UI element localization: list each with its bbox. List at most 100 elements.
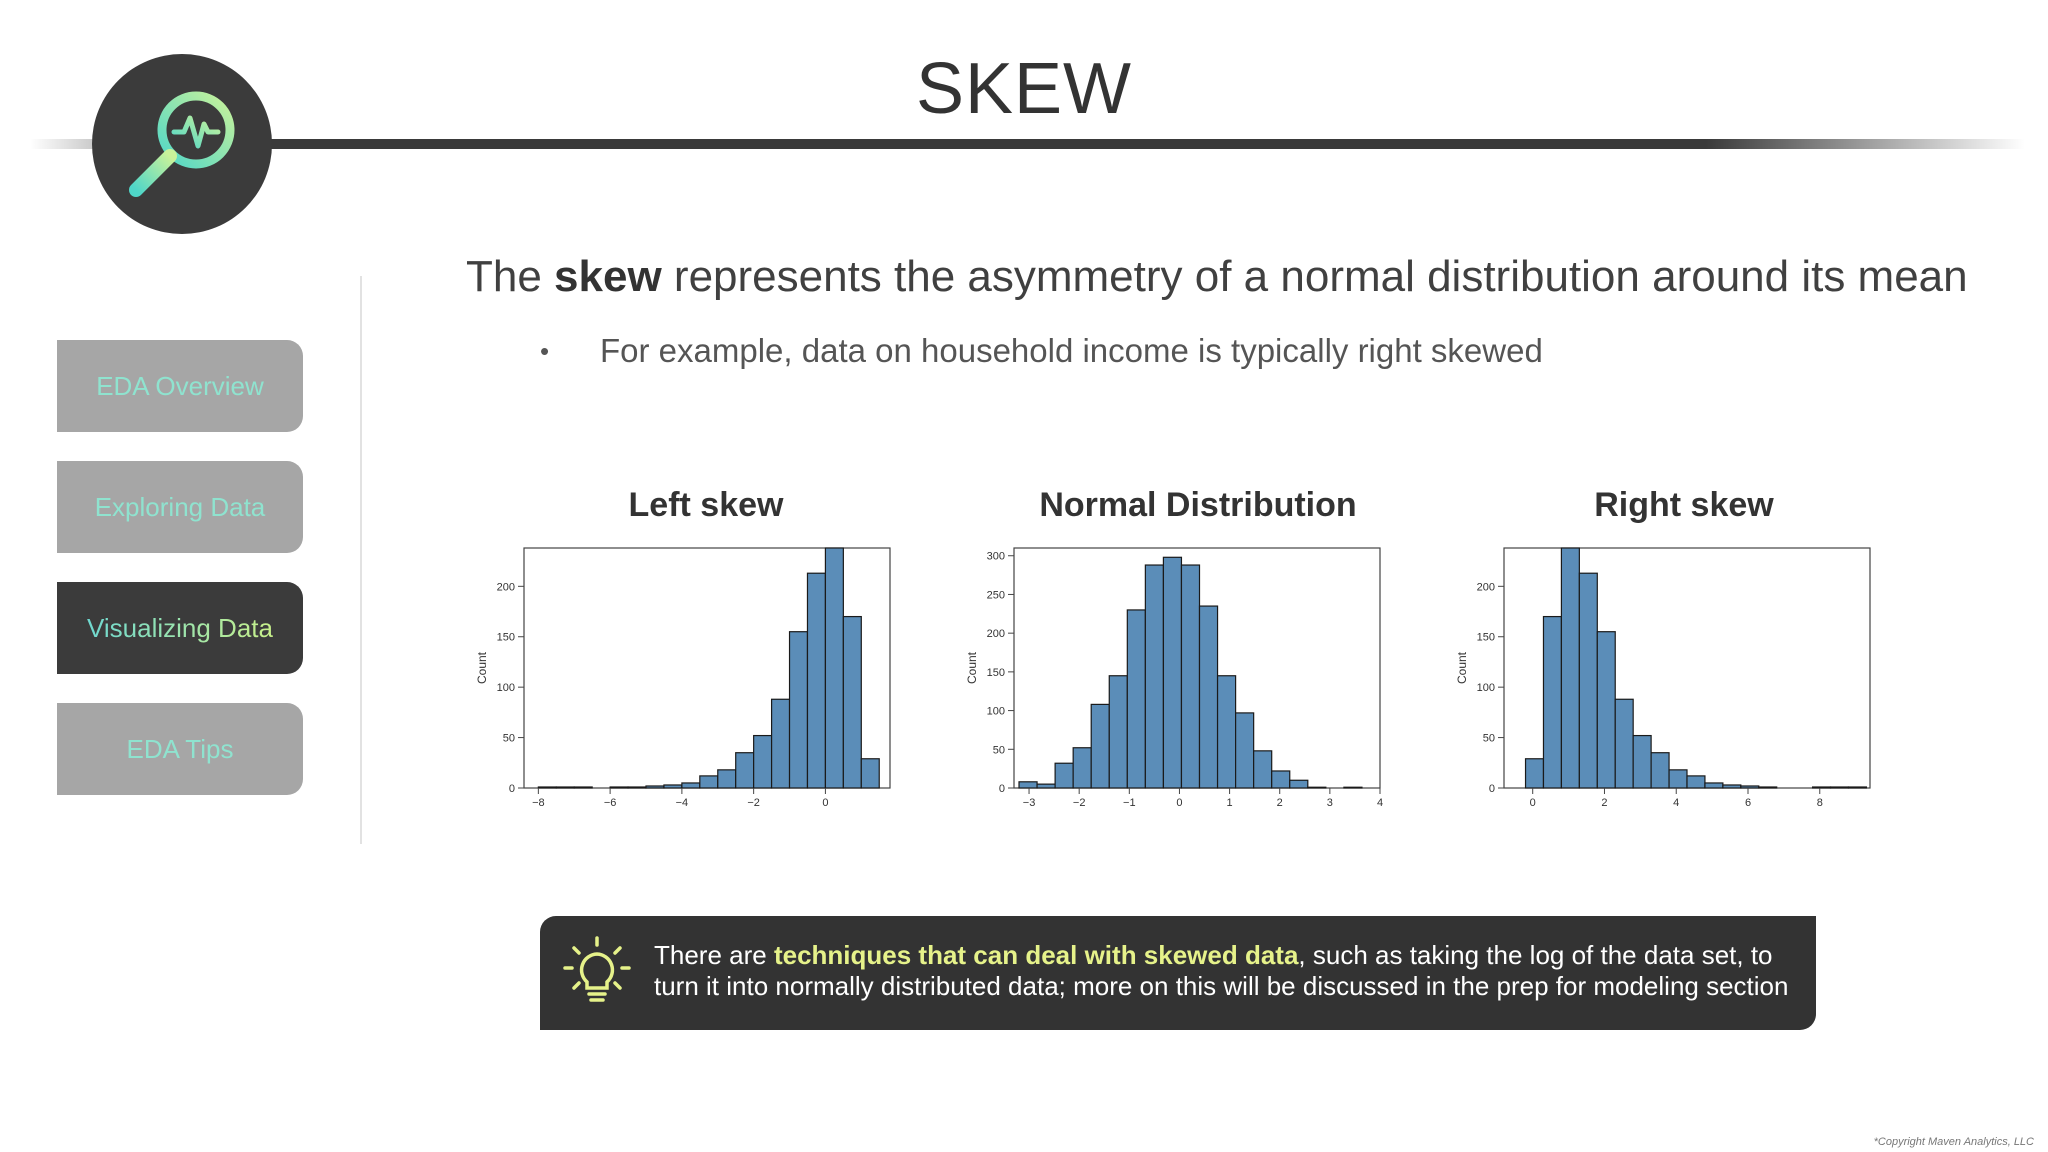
histogram-bar xyxy=(1542,615,1563,789)
histogram-bar xyxy=(1253,750,1273,789)
histogram-bar xyxy=(1614,698,1634,789)
histogram-bar xyxy=(1686,775,1706,789)
histogram-bar xyxy=(1829,786,1850,789)
y-tick-label: 100 xyxy=(1477,682,1495,694)
y-tick-label: 250 xyxy=(987,589,1005,601)
sidebar-item-label: EDA Overview xyxy=(96,370,264,401)
histogram-bar xyxy=(753,734,773,789)
headline-bold: skew xyxy=(554,252,662,301)
histogram-bar xyxy=(842,615,862,789)
histogram-bar xyxy=(824,547,844,789)
histogram-bar xyxy=(1578,572,1598,789)
y-tick-label: 300 xyxy=(987,551,1005,563)
x-tick-label: 4 xyxy=(1377,797,1383,809)
x-tick-label: −6 xyxy=(604,797,617,809)
x-tick-label: 0 xyxy=(1530,797,1536,809)
y-tick-label: 200 xyxy=(1477,581,1495,593)
histogram-bar xyxy=(1307,786,1327,789)
copyright: *Copyright Maven Analytics, LLC xyxy=(1873,1136,2034,1148)
chart-title-normal: Normal Distribution xyxy=(1039,486,1357,524)
y-tick-label: 150 xyxy=(987,667,1005,679)
headline-pre: The xyxy=(466,252,555,301)
histogram-bar xyxy=(1668,769,1688,789)
histogram-bar xyxy=(663,784,683,789)
chart-title-left-skew: Left skew xyxy=(628,486,784,524)
histogram-bar xyxy=(860,758,880,789)
y-axis-label: Count xyxy=(475,651,489,684)
x-tick-label: 0 xyxy=(1176,797,1182,809)
histogram-bar xyxy=(573,786,593,789)
x-tick-label: 2 xyxy=(1277,797,1283,809)
x-tick-label: 3 xyxy=(1327,797,1333,809)
histogram-bar xyxy=(645,785,665,789)
histogram-bar xyxy=(1560,547,1580,789)
histogram-bar xyxy=(609,786,629,789)
histogram-bar xyxy=(1740,785,1760,789)
chart-right-skew: 0 2 4 6 8 0 50 100 150 200 Count xyxy=(1455,547,1871,809)
histogram-bar xyxy=(627,786,647,789)
y-tick-label: 200 xyxy=(987,628,1005,640)
histogram-bar xyxy=(555,786,575,789)
y-axis-label: Count xyxy=(1455,651,1469,684)
sidebar-item-eda-overview[interactable]: EDA Overview xyxy=(57,340,303,432)
histogram-bar xyxy=(1018,781,1038,789)
sidebar-item-exploring-data[interactable]: Exploring Data xyxy=(57,461,303,553)
histogram-bar xyxy=(1126,609,1146,789)
y-tick-label: 0 xyxy=(999,783,1005,795)
histogram-bar xyxy=(1596,631,1616,789)
histogram-bar xyxy=(1632,734,1652,789)
y-tick-label: 0 xyxy=(1489,783,1495,795)
histogram-bar xyxy=(1036,783,1056,789)
note-box: There are techniques that can deal with … xyxy=(540,916,1816,1030)
bullet-text: For example, data on household income is… xyxy=(600,332,1543,369)
histogram-bar xyxy=(537,786,557,789)
y-tick-label: 150 xyxy=(497,632,515,644)
chart-left-skew: −8 −6 −4 −2 0 0 50 100 150 200 Count xyxy=(475,547,891,809)
histogram-bar xyxy=(1343,786,1363,789)
x-tick-label: 8 xyxy=(1817,797,1823,809)
x-tick-label: −4 xyxy=(676,797,689,809)
y-tick-label: 100 xyxy=(987,706,1005,718)
histogram-bar xyxy=(1650,752,1670,789)
histogram-bar xyxy=(1704,782,1724,789)
histogram-bar xyxy=(735,752,755,789)
sidebar-item-eda-tips[interactable]: EDA Tips xyxy=(57,703,303,795)
lightbulb-icon xyxy=(563,936,631,1002)
histogram-bar xyxy=(1289,779,1309,789)
y-tick-label: 0 xyxy=(509,783,515,795)
histogram-bar xyxy=(806,572,827,789)
y-tick-label: 200 xyxy=(497,581,515,593)
bullet-mark: • xyxy=(540,336,550,366)
logo xyxy=(92,54,272,234)
chart-normal-distribution: −3 −2 −1 0 1 2 3 4 0 50 100 150 200 250 300 Count xyxy=(965,547,1383,809)
sidebar-item-label: EDA Tips xyxy=(126,733,234,764)
x-tick-label: −1 xyxy=(1123,797,1136,809)
histogram-bar xyxy=(1271,770,1291,789)
histogram-bar xyxy=(788,631,809,789)
x-tick-label: −3 xyxy=(1023,797,1036,809)
histogram-bar xyxy=(770,698,791,789)
histogram-bar xyxy=(1072,747,1092,789)
histogram-bar xyxy=(1198,605,1219,789)
x-tick-label: 6 xyxy=(1745,797,1751,809)
y-tick-label: 50 xyxy=(1483,733,1495,745)
y-tick-label: 150 xyxy=(1477,632,1495,644)
note-text: There are techniques that can deal with … xyxy=(654,940,1794,1002)
headline: The skew represents the asymmetry of a n… xyxy=(466,252,1968,302)
histogram-bar xyxy=(1108,675,1128,789)
note-post: , such as taking the log of the data set… xyxy=(654,940,1789,1001)
histogram-bar xyxy=(1054,762,1074,789)
sidebar-item-visualizing-data[interactable]: Visualizing Data xyxy=(57,582,303,674)
y-tick-label: 100 xyxy=(497,682,515,694)
histogram-bar xyxy=(717,769,737,789)
slide-title: SKEW xyxy=(915,49,1133,129)
histogram-bar xyxy=(1722,784,1742,789)
histogram-bar xyxy=(1758,786,1778,789)
histogram-bar xyxy=(1811,786,1832,789)
divider xyxy=(360,276,362,844)
note-pre: There are xyxy=(654,940,774,970)
y-axis-label: Count xyxy=(965,651,979,684)
x-tick-label: −2 xyxy=(1073,797,1086,809)
x-tick-label: 0 xyxy=(822,797,828,809)
histogram-bar xyxy=(1216,675,1237,789)
